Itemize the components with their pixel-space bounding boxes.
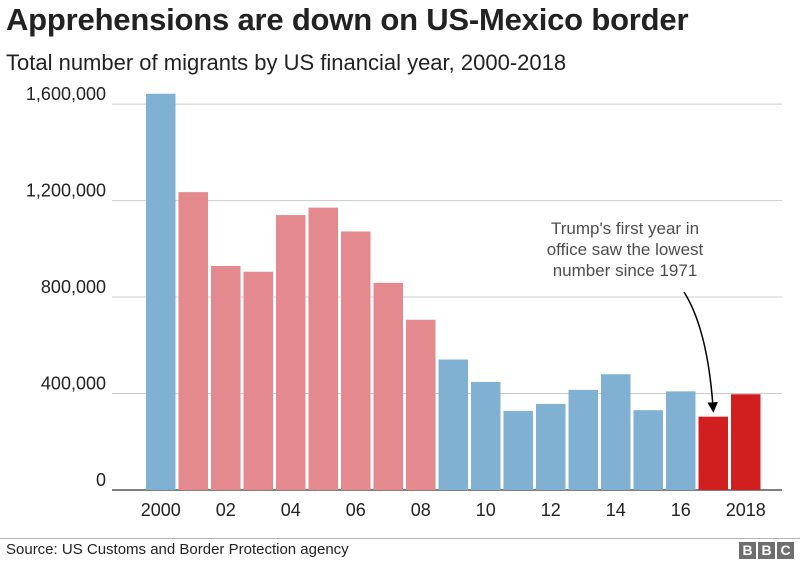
annotation-line: number since 1971 — [553, 261, 698, 280]
bar-2002 — [211, 265, 241, 490]
bar-2018 — [731, 394, 761, 490]
y-tick-label: 0 — [96, 470, 106, 490]
logo-letter: B — [739, 542, 756, 559]
bars — [146, 93, 761, 491]
annotation-line: Trump's first year in — [551, 219, 699, 238]
bar-2008 — [406, 319, 436, 490]
bar-2006 — [341, 231, 371, 491]
x-tick-label: 10 — [476, 500, 496, 520]
bar-2013 — [568, 389, 598, 490]
logo-letter: B — [758, 542, 775, 559]
y-axis-ticks: 0 400,000 800,000 1,200,000 1,600,000 — [26, 84, 106, 490]
x-tick-label: 08 — [411, 500, 431, 520]
y-tick-label: 1,600,000 — [26, 84, 106, 104]
bar-2017 — [698, 416, 728, 490]
bar-2011 — [503, 410, 533, 490]
bar-2009 — [438, 359, 468, 490]
bar-2012 — [536, 403, 566, 490]
x-tick-label: 02 — [216, 500, 236, 520]
annotation-line: office saw the lowest — [547, 240, 704, 259]
bar-2010 — [471, 381, 501, 490]
bar-2005 — [308, 207, 338, 491]
y-tick-label: 400,000 — [41, 374, 106, 394]
bar-chart: 0 400,000 800,000 1,200,000 1,600,000 2000 02… — [26, 84, 782, 520]
bar-2004 — [276, 215, 306, 490]
x-tick-label: 14 — [606, 500, 626, 520]
bbc-logo: B B C — [739, 542, 794, 559]
chart-subtitle: Total number of migrants by US financial… — [6, 50, 567, 75]
bar-2016 — [666, 391, 696, 490]
x-tick-label: 04 — [281, 500, 301, 520]
x-tick-label: 12 — [541, 500, 561, 520]
x-tick-label: 2000 — [141, 500, 181, 520]
chart-title: Apprehensions are down on US-Mexico bord… — [6, 2, 689, 37]
y-tick-label: 800,000 — [41, 277, 106, 297]
bar-2000 — [146, 93, 176, 490]
x-tick-label: 16 — [671, 500, 691, 520]
bar-2014 — [601, 374, 631, 490]
x-axis-ticks: 2000 02 04 06 08 10 12 14 16 2018 — [141, 500, 766, 520]
bar-2001 — [178, 192, 208, 490]
footer-divider — [0, 538, 800, 539]
source-note: Source: US Customs and Border Protection… — [6, 541, 349, 558]
annotation: Trump's first year in office saw the lowe… — [547, 219, 718, 413]
x-tick-label: 2018 — [726, 500, 766, 520]
bar-2015 — [633, 410, 663, 490]
x-tick-label: 06 — [346, 500, 366, 520]
logo-letter: C — [777, 542, 794, 559]
annotation-text: Trump's first year in office saw the lowe… — [547, 219, 704, 280]
bar-2003 — [243, 271, 273, 490]
y-tick-label: 1,200,000 — [26, 181, 106, 201]
bar-2007 — [373, 282, 403, 490]
annotation-arrow — [683, 291, 718, 413]
